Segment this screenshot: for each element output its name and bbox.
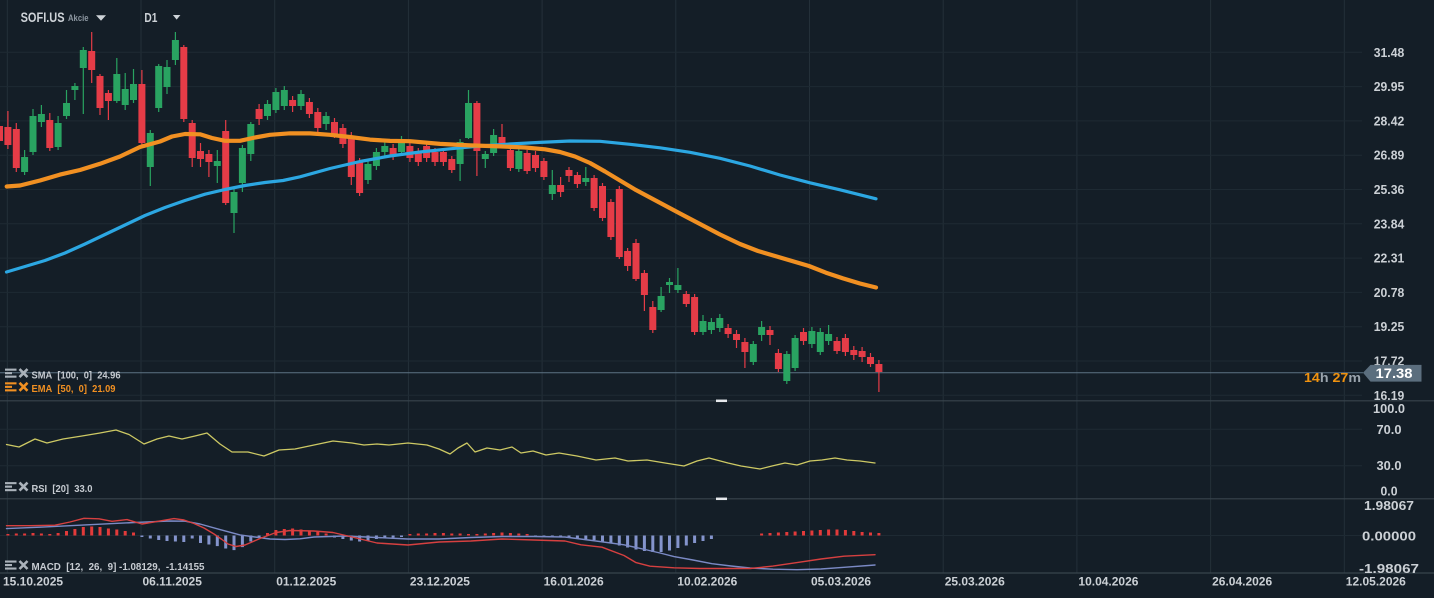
- svg-text:01.12.2025: 01.12.2025: [276, 575, 336, 589]
- svg-text:05.03.2026: 05.03.2026: [811, 575, 871, 589]
- svg-text:0.00000: 0.00000: [1362, 530, 1416, 544]
- svg-text:0.0: 0.0: [1381, 485, 1398, 499]
- svg-text:22.31: 22.31: [1374, 252, 1405, 266]
- svg-text:20.78: 20.78: [1374, 286, 1405, 300]
- svg-text:-1.98067: -1.98067: [1359, 562, 1419, 576]
- svg-text:19.25: 19.25: [1374, 320, 1405, 334]
- svg-text:15.10.2025: 15.10.2025: [3, 575, 63, 589]
- svg-text:06.11.2025: 06.11.2025: [143, 575, 203, 589]
- svg-text:26.89: 26.89: [1374, 149, 1405, 163]
- svg-text:10.04.2026: 10.04.2026: [1078, 575, 1138, 589]
- svg-text:12.05.2026: 12.05.2026: [1346, 575, 1406, 589]
- svg-text:10.02.2026: 10.02.2026: [677, 575, 737, 589]
- svg-text:70.0: 70.0: [1377, 423, 1402, 437]
- svg-text:29.95: 29.95: [1374, 80, 1405, 94]
- svg-text:1.98067: 1.98067: [1364, 499, 1414, 513]
- svg-text:SOFI.US: SOFI.US: [21, 10, 65, 25]
- svg-text:MACD [12, 26, 9] -1.08129,: MACD [12, 26, 9] -1.08129, -1.14155: [32, 561, 205, 573]
- svg-text:25.03.2026: 25.03.2026: [945, 575, 1005, 589]
- svg-text:Akcie: Akcie: [68, 13, 89, 24]
- svg-text:30.0: 30.0: [1377, 459, 1402, 473]
- svg-text:16.19: 16.19: [1374, 389, 1405, 403]
- svg-text:25.36: 25.36: [1374, 183, 1405, 197]
- svg-text:100.0: 100.0: [1373, 402, 1405, 416]
- svg-text:23.12.2025: 23.12.2025: [410, 575, 470, 589]
- svg-text:RSI [20] 33.0: RSI [20] 33.0: [32, 483, 93, 495]
- svg-text:D1: D1: [144, 11, 157, 25]
- svg-text:14h 27m: 14 h 27 m: [1304, 371, 1361, 385]
- svg-text:17.38: 17.38: [1376, 365, 1413, 381]
- svg-text:31.48: 31.48: [1374, 46, 1405, 60]
- svg-text:26.04.2026: 26.04.2026: [1212, 575, 1272, 589]
- svg-text:SMA [100, 0] 24.96: SMA [100, 0] 24.96: [32, 369, 121, 381]
- svg-text:16.01.2026: 16.01.2026: [544, 575, 604, 589]
- svg-text:23.84: 23.84: [1374, 217, 1405, 231]
- svg-text:EMA [50, 0] 21.09: EMA [50, 0] 21.09: [32, 383, 116, 395]
- svg-text:28.42: 28.42: [1374, 114, 1405, 128]
